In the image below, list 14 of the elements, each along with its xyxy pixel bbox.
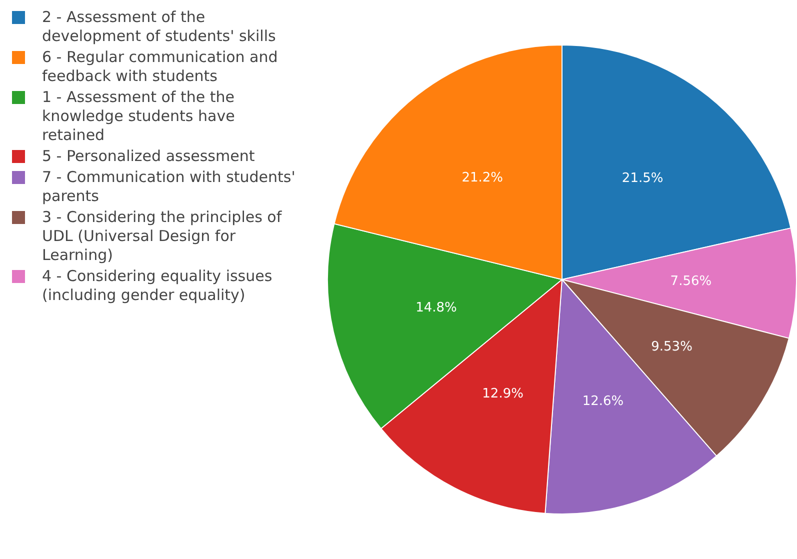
data-label: 9.53%: [651, 340, 692, 355]
legend-label: 7 - Communication with students' parents: [42, 168, 296, 206]
data-label: 12.6%: [582, 394, 624, 410]
legend-label: 1 - Assessment of the the knowledge students have retained: [42, 88, 236, 145]
data-label: 21.5%: [622, 171, 664, 186]
data-label: 7.56%: [670, 274, 712, 289]
data-label: 14.8%: [416, 300, 457, 316]
legend-label: 4 - Considering equality issues (including gender equality): [42, 267, 274, 305]
legend-label: 5 - Personalized assessment: [42, 147, 255, 166]
legend-label: 3 - Considering the principles of UDL (Universal Design for Learning): [42, 208, 283, 265]
legend-label: 6 - Regular communication and feedback with students: [42, 48, 279, 86]
data-label: 12.9%: [482, 386, 524, 402]
legend-label: 2 - Assessment of the development of students' skills: [42, 8, 277, 46]
data-label: 21.2%: [462, 170, 504, 186]
